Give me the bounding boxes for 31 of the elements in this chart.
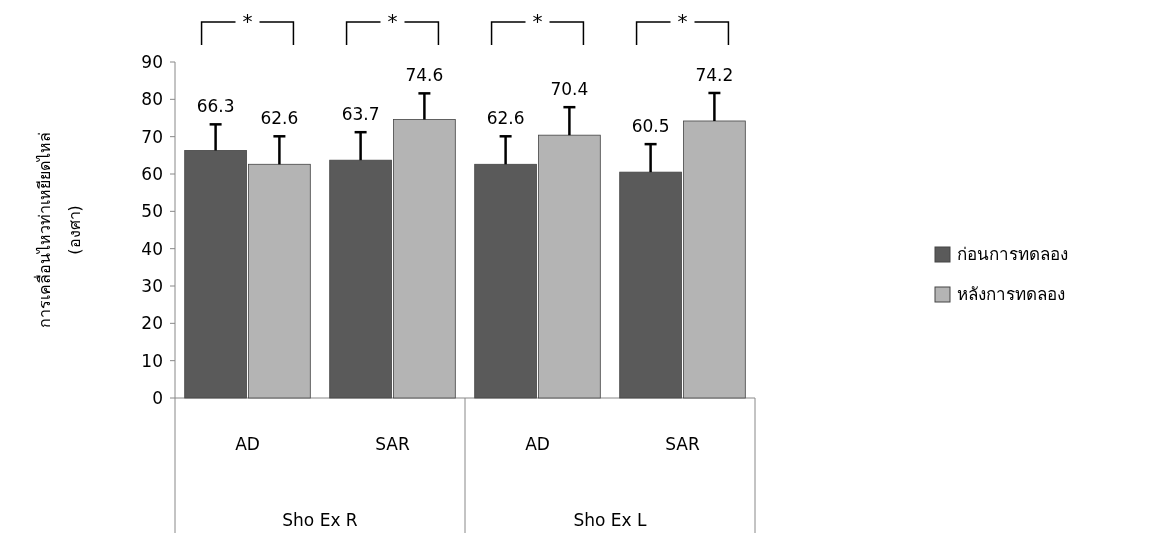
data-label: 60.5: [631, 116, 670, 137]
x-tick-label: SAR: [375, 434, 410, 454]
x-tick-label: SAR: [665, 434, 700, 454]
y-tick-label: 50: [141, 201, 163, 222]
text: Sho Ex L: [573, 510, 648, 530]
legend-label: ก่อนการทดลอง: [957, 244, 1068, 264]
y-tick-label: 70: [141, 126, 163, 147]
y-tick-label: 80: [141, 89, 163, 110]
data-label: 62.6: [260, 108, 299, 129]
text: *: [387, 9, 398, 33]
y-tick-label: 20: [141, 313, 163, 334]
y-tick-label: 0: [152, 388, 163, 408]
y-tick-label: 60: [141, 164, 163, 184]
y-tick-label: 90: [141, 52, 163, 72]
text: Sho Ex R: [282, 510, 358, 530]
data-label: 66.3: [196, 96, 235, 117]
legend-label: หลังการทดลอง: [957, 284, 1065, 304]
y-tick-label: 30: [141, 276, 163, 296]
x-tick-label: AD: [235, 434, 260, 454]
text: *: [532, 9, 543, 33]
y-tick-label: 40: [141, 238, 163, 259]
text: *: [677, 9, 688, 33]
data-label: 74.6: [405, 65, 444, 86]
y-axis-title: การเคลื่อนไหวท่าเหยียดไหล่ (องศา): [33, 132, 84, 328]
text: *: [242, 9, 253, 33]
y-tick-label: 10: [141, 350, 163, 371]
data-label: 62.6: [486, 108, 525, 129]
x-tick-label: AD: [525, 434, 550, 454]
data-label: 63.7: [341, 104, 380, 125]
data-label: 70.4: [550, 79, 589, 100]
data-label: 74.2: [695, 64, 734, 85]
